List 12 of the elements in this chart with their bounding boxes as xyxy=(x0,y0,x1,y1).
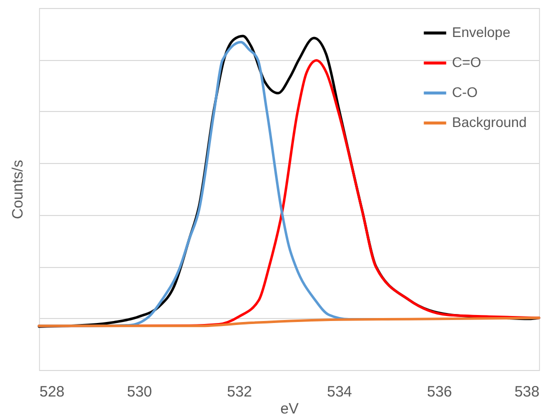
legend-label: C=O xyxy=(452,54,482,70)
x-tick-label: 530 xyxy=(126,384,152,400)
legend-label: C-O xyxy=(452,84,478,100)
x-tick-label: 534 xyxy=(326,384,352,400)
y-axis-title: Counts/s xyxy=(10,160,26,220)
x-tick-label: 528 xyxy=(40,384,65,400)
legend-label: Envelope xyxy=(452,24,511,40)
x-axis-title: eV xyxy=(280,400,299,416)
x-tick-label: 532 xyxy=(226,384,252,400)
x-tick-label: 538 xyxy=(514,384,540,400)
x-tick-label: 536 xyxy=(426,384,452,400)
legend-label: Background xyxy=(452,114,527,130)
